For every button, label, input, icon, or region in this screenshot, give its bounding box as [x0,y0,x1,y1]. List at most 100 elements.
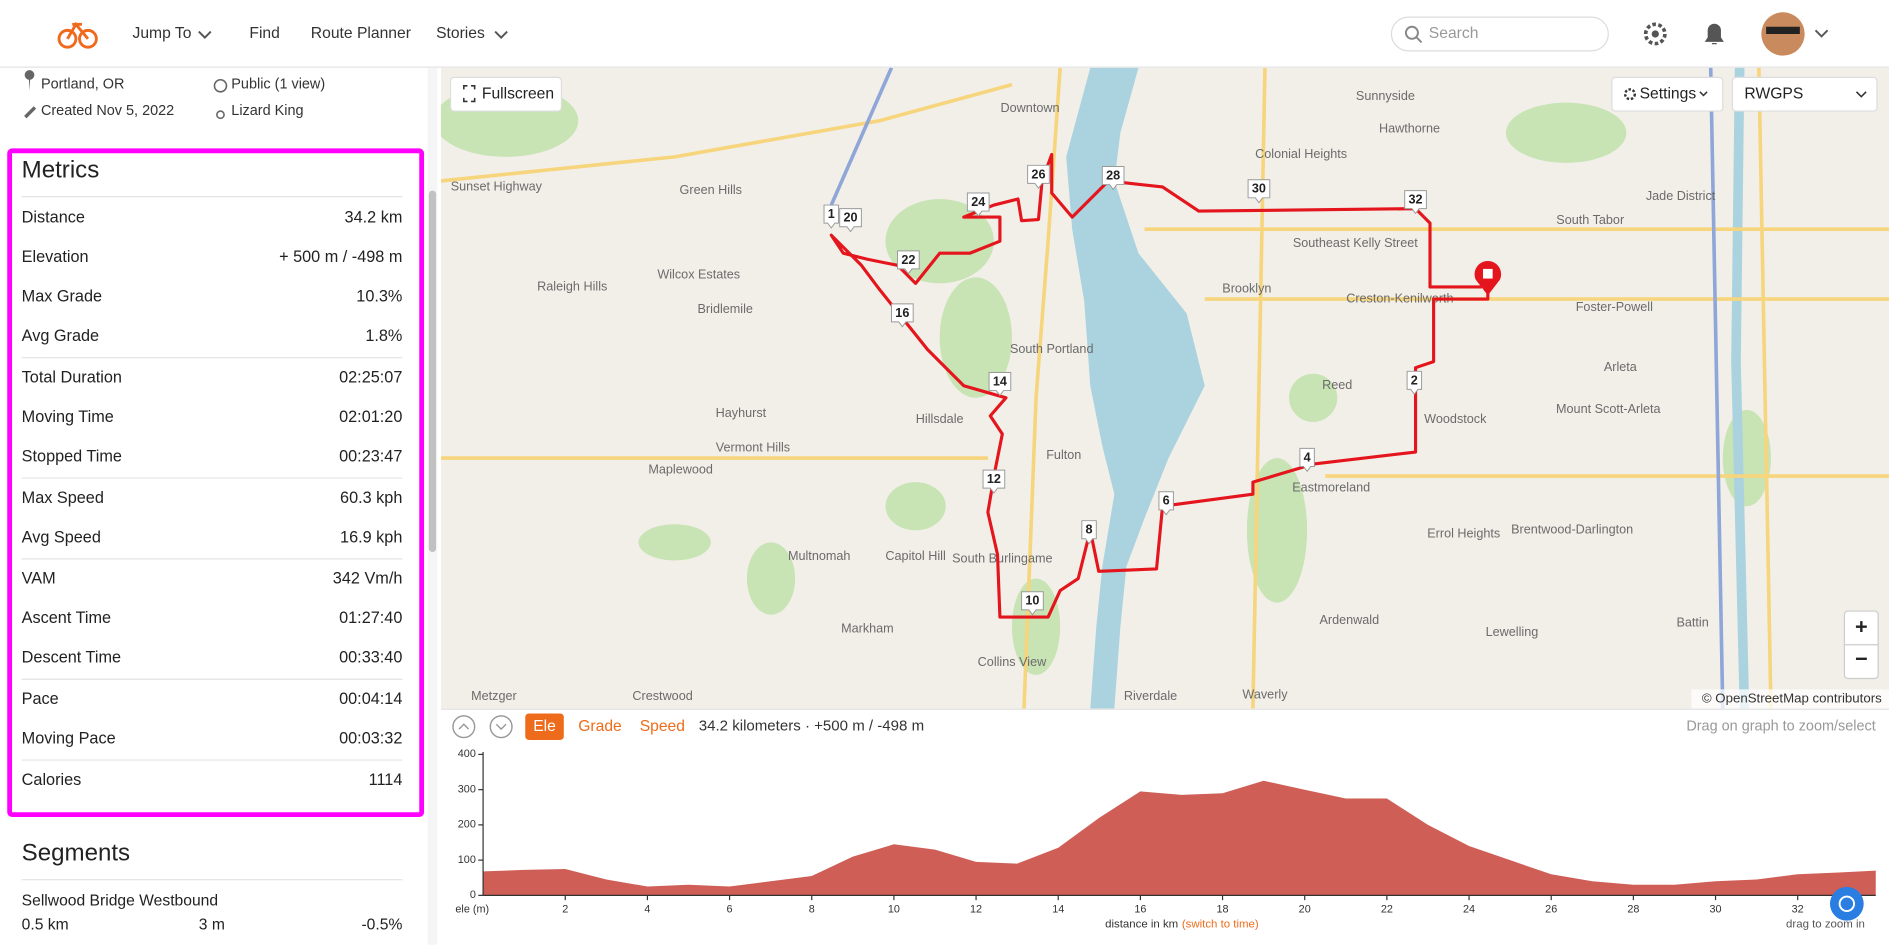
logo[interactable] [57,21,98,49]
marker-box [1101,166,1125,191]
map-label: Downtown [1001,101,1060,115]
tab[interactable]: Grade [578,718,622,735]
layer-label: RWGPS [1744,85,1803,102]
metric-value: 1.8% [365,327,402,345]
metric-label: Descent Time [22,649,121,667]
map-label: Foster-Powell [1576,300,1653,314]
marker-label[interactable]: 30 [1252,182,1266,196]
y-tick-label: 400 [458,748,476,760]
switch-to-time[interactable]: (switch to time) [1182,918,1259,930]
marker-label[interactable]: 14 [993,374,1007,388]
metric-value: 342 Vm/h [333,570,403,588]
marker-box [839,208,862,233]
marker-label[interactable]: 2 [1411,373,1418,387]
marker-label[interactable]: 20 [844,211,858,225]
marker-label[interactable]: 8 [1086,523,1093,537]
zoom-hint: drag to zoom in [1786,918,1865,930]
metric-label: Avg Speed [22,528,101,546]
map-label: Bridlemile [698,302,753,316]
map-label: Capitol Hill [885,549,945,563]
map-label: Raleigh Hills [537,279,607,293]
drag-hint: Drag on graph to zoom/select [1686,719,1875,735]
search-box[interactable] [1390,16,1609,52]
nav-item[interactable]: Find [249,25,279,42]
x-tick-label: 14 [1052,904,1064,916]
metric-label: Moving Time [22,408,114,426]
avatar[interactable] [1761,12,1829,56]
map-label: Lewelling [1486,625,1539,639]
marker-label[interactable]: 10 [1025,594,1039,608]
marker-label[interactable]: 4 [1304,450,1311,464]
search-placeholder: Search [1429,25,1479,42]
map-label: Arleta [1604,360,1638,374]
x-tick-label: 26 [1545,904,1557,916]
layer-select[interactable] [1731,76,1878,112]
x-tick-label: 20 [1299,904,1311,916]
metric-value: + 500 m / -498 m [279,248,402,266]
x-tick-label: 24 [1463,904,1475,916]
panel-toggles[interactable] [452,715,513,739]
nav-item[interactable]: Stories [436,25,485,42]
ele-tab-bg[interactable] [525,713,564,740]
marker-label[interactable]: 1 [828,207,835,221]
map-label: Brooklyn [1222,282,1271,296]
map-label: Riverdale [1124,689,1177,703]
map-label: Woodstock [1424,412,1487,426]
metric-value: 01:27:40 [339,609,402,627]
x-tick-label: 28 [1627,904,1639,916]
x-tick-label: 22 [1381,904,1393,916]
marker-label[interactable]: 26 [1031,167,1045,181]
chat-icon [1838,895,1856,912]
metrics-highlight [7,148,425,818]
map[interactable]: Sunset Highway Green Hills Downtown Sunnysi… [434,67,1889,709]
marker-label[interactable]: 16 [895,306,909,320]
x-axis-label: distance in km [1105,918,1178,930]
marker-label[interactable]: 6 [1163,494,1170,508]
marker-label[interactable]: 12 [987,472,1001,486]
map-label: Mount Scott-Arleta [1556,402,1662,416]
map-label: Green Hills [680,183,742,197]
tab[interactable]: Speed [640,718,685,735]
nav-item[interactable]: Jump To [133,25,192,42]
metric-label: Avg Grade [22,327,99,345]
tab[interactable]: Ele [533,718,556,735]
marker-label[interactable]: 32 [1409,193,1423,207]
x-tick-label: 18 [1217,904,1229,916]
map-label: South Burlingame [952,552,1052,566]
fullscreen-button[interactable] [449,76,563,112]
attribution[interactable]: © OpenStreetMap contributors [1702,690,1882,705]
segment-elevation: 3 m [199,917,225,934]
chat-button[interactable] [1829,886,1864,921]
nav-item[interactable]: Route Planner [311,25,411,42]
metric-label: Moving Pace [22,730,116,748]
marker-label[interactable]: 22 [901,253,915,267]
metric-label: Ascent Time [22,609,111,627]
metric-value: 10.3% [356,288,402,306]
scrollbar-thumb[interactable] [428,190,437,553]
metrics-list: Distance 34.2 km Elevation + 500 m / -498 m… [21,209,403,789]
y-tick-label: 0 [470,889,476,901]
zoom-out[interactable]: − [1855,646,1868,671]
settings-gear [1623,88,1637,101]
settings-icon[interactable] [1643,22,1667,46]
metric-value: 1114 [369,771,403,789]
map-label: Hawthorne [1379,121,1440,135]
marker-label[interactable]: 28 [1106,168,1120,182]
zoom-in[interactable]: + [1855,614,1868,639]
route-author[interactable]: Lizard King [231,103,303,119]
settings-button[interactable] [1611,76,1724,112]
map-label: Maplewood [648,462,713,476]
metric-value: 00:23:47 [339,447,402,465]
elevation-area [483,780,1876,896]
y-axis-label: ele (m) [455,904,489,916]
notifications-icon[interactable] [1704,23,1724,45]
marker-box [1404,190,1427,215]
map-label: Wilcox Estates [657,267,740,281]
marker-label[interactable]: 24 [971,195,985,209]
marker-box [1406,370,1423,395]
segment-name[interactable]: Sellwood Bridge Westbound [22,893,218,910]
metrics-title: Metrics [22,157,100,184]
attribution-bg [1691,689,1889,709]
